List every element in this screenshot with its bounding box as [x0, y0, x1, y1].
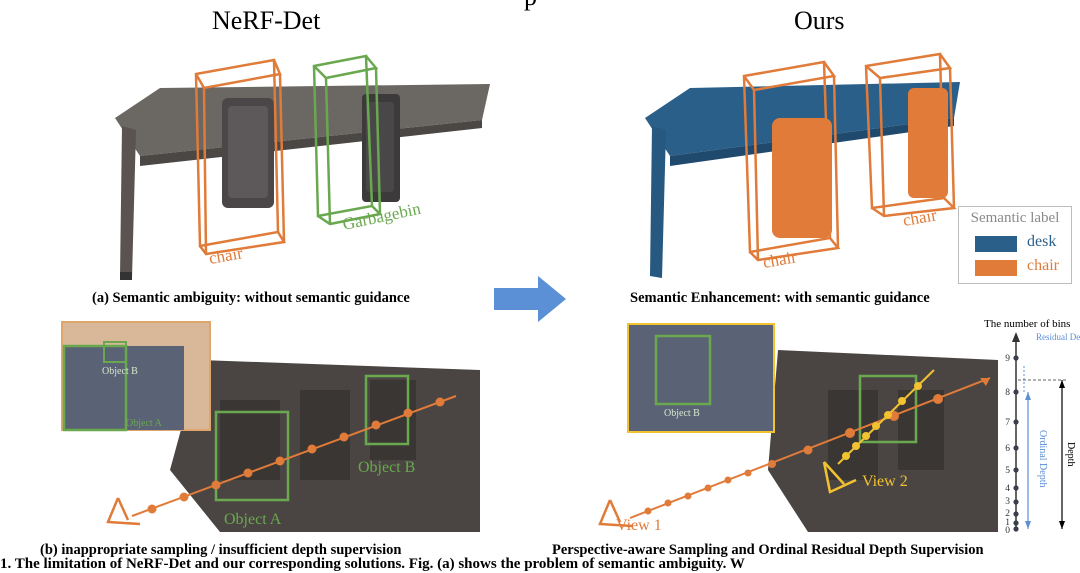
semantic-legend: Semantic label desk chair [958, 206, 1072, 284]
tick-7: 7 [1005, 418, 1010, 428]
bin-points [1013, 355, 1019, 532]
camera-icon [106, 497, 141, 526]
nerfdet-scene-figure: chair Garbagebin [115, 54, 490, 280]
chair-bounding-box-2 [864, 52, 957, 218]
sample-points [147, 397, 445, 514]
legend-label-chair: chair [1027, 257, 1059, 274]
desk-leg-blue [650, 126, 666, 278]
chair-mesh-orange-2 [908, 88, 948, 198]
label-object-a: Object A [224, 511, 282, 528]
tick-6: 6 [1005, 444, 1010, 454]
scene-box-object-a [214, 410, 290, 502]
chair-label-2: chair [901, 205, 938, 230]
camera-view-1-icon [598, 499, 633, 528]
inset-label-object-b: Object B [102, 366, 138, 377]
caption-a: (a) Semantic ambiguity: without semantic… [92, 290, 410, 306]
legend-swatch-chair [975, 260, 1017, 276]
figure-caption-cut: 1. The limitation of NeRF-Det and our co… [0, 556, 745, 572]
depth-axis-title: The number of bins [984, 318, 1071, 330]
partial-title: p [524, 0, 537, 12]
legend-title: Semantic label [970, 210, 1060, 226]
tick-0: 0 [1005, 526, 1010, 536]
tick-9: 9 [1005, 354, 1010, 364]
garbagebin-bounding-box [312, 54, 383, 226]
chair-bounding-box-1 [742, 60, 841, 262]
ordinal-depth-diagram: 9 8 7 6 5 4 3 2 1 0 Residual Depth Ordin… [1005, 332, 1080, 536]
caption-right-top: Semantic Enhancement: with semantic guid… [630, 290, 930, 306]
garbagebin-label: Garbagebin [341, 199, 423, 234]
desk-leg [120, 126, 136, 278]
left-title: NeRF-Det [212, 6, 321, 35]
scene-box-object-b-right [858, 374, 918, 444]
chair-label-1: chair [761, 247, 798, 272]
caption-b: (b) inappropriate sampling / insufficien… [40, 542, 402, 558]
label-view-1: View 1 [616, 517, 662, 532]
sampling-scene-right: Object B View 1 View 2 [598, 323, 998, 532]
caption-right-bottom: Perspective-aware Sampling and Ordinal R… [552, 542, 984, 558]
legend-swatch-desk [975, 236, 1017, 252]
label-object-b: Object B [358, 459, 415, 476]
legend-label-desk: desk [1027, 233, 1057, 250]
sampling-scene-left: Object B Object A Object A Object B [61, 321, 480, 532]
chair-bounding-box [194, 58, 287, 256]
ray-view-1-samples [644, 394, 943, 515]
chair-label: chair [207, 243, 244, 268]
label-view-2: View 2 [862, 473, 908, 490]
inset-box-b [103, 341, 127, 363]
depth-label: Depth [1065, 442, 1076, 466]
ours-scene-figure: chair chair [645, 52, 960, 278]
tick-4: 4 [1005, 484, 1010, 494]
chair-mesh-orange [772, 118, 832, 238]
tick-8: 8 [1005, 388, 1010, 398]
inset-label-object-b-right: Object B [664, 408, 700, 419]
camera-view-2-icon [822, 461, 857, 494]
transition-arrow [494, 276, 566, 322]
tick-1: 1 [1005, 518, 1010, 528]
tick-3: 3 [1005, 497, 1010, 507]
inset-photo-right [627, 323, 775, 433]
residual-depth-label: Residual Depth [1036, 332, 1080, 342]
inset-box-b-right [654, 334, 712, 406]
ordinal-depth-label: Ordinal Depth [1037, 430, 1048, 488]
inset-box-a [62, 344, 128, 432]
tick-2: 2 [1005, 509, 1010, 519]
tick-5: 5 [1005, 466, 1010, 476]
inset-label-object-a: Object A [126, 418, 163, 429]
ray-view-2-samples [842, 382, 922, 460]
right-title: Ours [794, 6, 845, 35]
